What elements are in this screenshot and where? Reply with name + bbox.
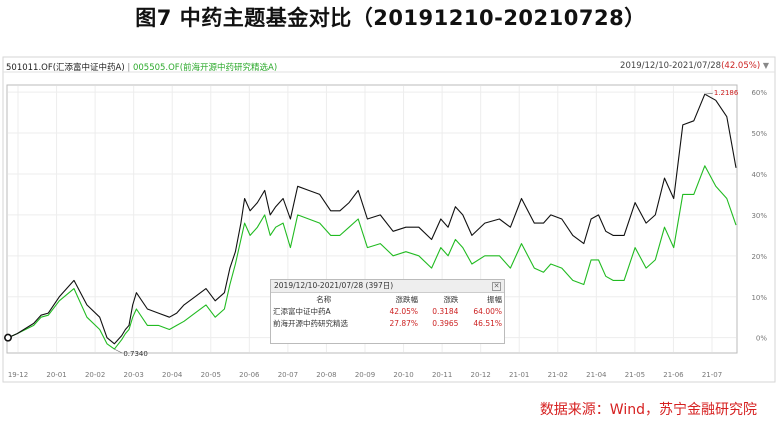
figure-title: 图7 中药主题基金对比（20191210-20210728） [135,6,646,30]
stats-panel-title: 2019/12/10-2021/07/28 (397日) [274,281,394,290]
legend-separator: | [127,63,131,73]
y-tick-label: 40% [751,171,767,179]
series-line-2 [7,165,737,350]
stats-table: 名称 涨跌幅 涨跌 振幅 汇添富中证中药A 42.05% 0.3184 64.0… [271,293,504,329]
y-tick-label: 10% [751,294,767,302]
start-marker [4,333,13,342]
close-icon[interactable]: ✕ [492,282,501,291]
range-change: (42.05%) [721,61,761,71]
data-source: 数据来源：Wind，苏宁金融研究院 [539,402,757,418]
legend-series-1[interactable]: 501011.OF(汇添富中证中药A) [6,63,125,73]
x-tick-label: 20-05 [201,371,221,379]
y-tick-label: 0% [756,335,767,343]
x-tick-label: 20-09 [355,371,375,379]
row-name: 前海开源中药研究精选 [273,318,348,328]
x-tick-label: 21-01 [509,371,529,379]
y-tick-label: 60% [751,89,767,97]
plot-area [6,84,738,354]
dropdown-triangle-icon[interactable]: ▼ [762,61,769,70]
y-tick-label: 20% [751,253,767,261]
range-dates: 2019/12/10-2021/07/28 [620,61,722,71]
x-tick-label: 21-06 [663,371,684,379]
x-tick-label: 20-11 [432,371,452,379]
x-tick-label: 20-12 [470,371,490,379]
row-change-pct: 27.87% [389,318,419,328]
header-name: 名称 [316,294,332,304]
x-axis-labels: 19-12 20-01 20-02 20-03 20-04 20-05 20-06 20-07… [8,371,722,379]
x-tick-label: 21-04 [586,371,607,379]
min-label: 0.7340 [123,350,148,358]
row-change: 0.3184 [432,306,459,316]
y-tick-label: 30% [751,212,767,220]
header-change-pct: 涨跌幅 [395,294,419,304]
row-name: 汇添富中证中药A [273,306,331,316]
series-lines [7,93,737,350]
x-tick-label: 20-01 [46,371,66,379]
legend-series-2[interactable]: 005505.OF(前海开源中药研究精选A) [132,63,278,73]
x-tick-label: 20-03 [123,371,143,379]
x-tick-label: 20-10 [393,371,413,379]
x-tick-label: 20-06 [239,371,260,379]
header-change: 涨跌 [443,294,459,304]
min-pointer [114,348,123,354]
annotations: 0.7340 1.2186 [4,89,739,358]
row-amplitude: 64.00% [473,306,502,316]
y-axis-labels: 60% 50% 40% 30% 20% 10% 0% [751,89,767,343]
x-tick-label: 21-02 [548,371,568,379]
table-row[interactable]: 汇添富中证中药A 42.05% 0.3184 64.00% [271,305,504,317]
range-selector[interactable]: 2019/12/10-2021/07/28(42.05%) ▼ [620,61,769,71]
stats-panel-header: 2019/12/10-2021/07/28 (397日) ✕ [271,280,504,293]
max-pointer [704,92,713,95]
table-row[interactable]: 前海开源中药研究精选 27.87% 0.3965 46.51% [271,317,504,329]
header-amplitude: 振幅 [487,294,502,304]
stats-panel: 2019/12/10-2021/07/28 (397日) ✕ 名称 涨跌幅 涨跌… [270,279,505,344]
x-tick-label: 21-05 [625,371,645,379]
row-change: 0.3965 [432,318,459,328]
row-amplitude: 46.51% [473,318,502,328]
x-tick-label: 20-02 [85,371,105,379]
x-tick-label: 19-12 [8,371,28,379]
x-tick-label: 20-08 [316,371,336,379]
series-line-1 [7,93,737,345]
stats-header-row: 名称 涨跌幅 涨跌 振幅 [271,293,504,305]
x-tick-label: 20-04 [162,371,183,379]
y-tick-label: 50% [751,130,767,138]
x-tick-label: 20-07 [278,371,298,379]
row-change-pct: 42.05% [389,306,419,316]
chart-frame [2,56,776,383]
series-legend: 501011.OF(汇添富中证中药A) | 005505.OF(前海开源中药研究… [6,61,277,73]
max-label: 1.2186 [714,89,739,97]
x-tick-label: 21-07 [702,371,722,379]
